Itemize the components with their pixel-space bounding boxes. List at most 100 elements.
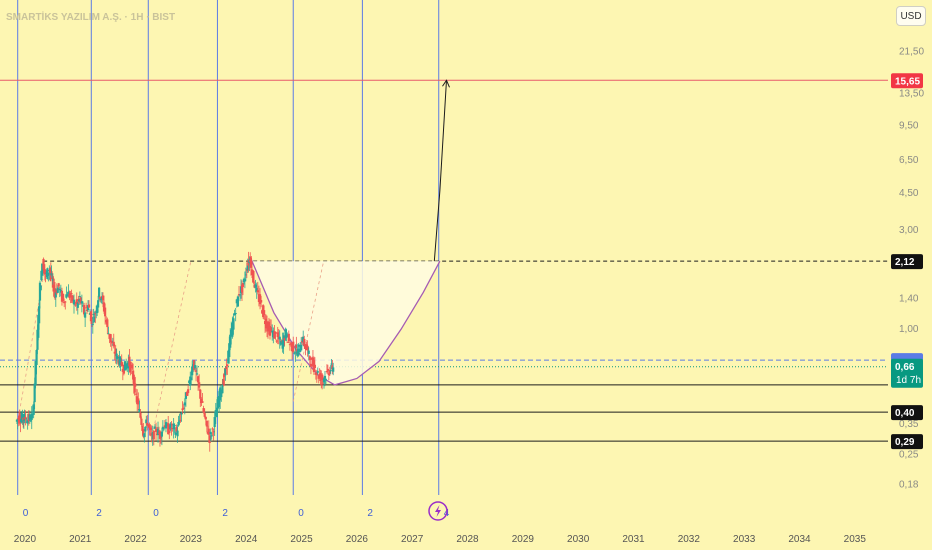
x-tick-label: 2024 bbox=[235, 534, 258, 545]
countdown-label: 1d 7h bbox=[896, 375, 921, 386]
candle-body bbox=[193, 360, 196, 370]
candle-body bbox=[250, 269, 254, 275]
candle-body bbox=[32, 404, 35, 415]
cycle-label: 0 bbox=[298, 508, 304, 519]
candle-body bbox=[183, 402, 186, 406]
x-tick-label: 2023 bbox=[180, 534, 203, 545]
candle-body bbox=[168, 430, 171, 434]
candle-body bbox=[150, 433, 153, 436]
candle-body bbox=[94, 313, 97, 315]
candle-body bbox=[282, 335, 285, 347]
candle-body bbox=[286, 341, 289, 343]
candle-body bbox=[315, 372, 318, 375]
candle-body bbox=[74, 304, 77, 306]
candle-body bbox=[304, 344, 307, 349]
candle-body bbox=[211, 428, 214, 430]
candle-body bbox=[278, 336, 281, 340]
x-axis: 2020 2021 2022 2023 2024 2025 2026 2027 2028 2029… bbox=[14, 534, 867, 545]
candle-body bbox=[79, 297, 82, 304]
candle-body bbox=[309, 363, 313, 367]
candle-body bbox=[29, 420, 32, 422]
candle-body bbox=[80, 301, 83, 304]
candle-body bbox=[200, 398, 203, 404]
candle-body bbox=[25, 421, 28, 423]
candle-body bbox=[81, 305, 85, 307]
candle-body bbox=[49, 270, 52, 275]
candle-body bbox=[228, 343, 231, 358]
x-tick-label: 2030 bbox=[567, 534, 590, 545]
candle-body bbox=[28, 414, 31, 420]
candle-body bbox=[271, 331, 274, 333]
y-tick-label: 3,00 bbox=[899, 225, 919, 236]
candle-body bbox=[40, 270, 43, 281]
currency-button[interactable]: USD bbox=[896, 6, 926, 26]
arrow-head bbox=[442, 79, 450, 88]
candle-body bbox=[212, 431, 215, 433]
lightning-icon[interactable] bbox=[428, 501, 448, 521]
candle-body bbox=[151, 431, 154, 440]
candle-body bbox=[268, 326, 272, 336]
candle-body bbox=[63, 302, 66, 304]
candle-body bbox=[175, 427, 178, 432]
candle-body bbox=[291, 342, 294, 352]
candle-body bbox=[222, 379, 225, 385]
price-label-box bbox=[891, 358, 923, 388]
candle-body bbox=[193, 365, 197, 369]
candle-body bbox=[26, 419, 29, 424]
candle-body bbox=[144, 426, 147, 432]
price-label-box bbox=[891, 73, 923, 89]
candle-body bbox=[276, 332, 279, 338]
candle-body bbox=[244, 274, 247, 276]
candle-body bbox=[274, 331, 277, 334]
x-tick-label: 2029 bbox=[512, 534, 535, 545]
candle-body bbox=[108, 333, 111, 339]
candle-body bbox=[233, 313, 236, 316]
candle-body bbox=[215, 407, 218, 418]
cycle-label: 2 bbox=[222, 508, 228, 519]
candle-body bbox=[236, 296, 240, 307]
price-label-box bbox=[891, 254, 923, 270]
candle-body bbox=[82, 305, 86, 315]
candle-body bbox=[161, 426, 164, 430]
candle-body bbox=[307, 350, 310, 354]
candle-body bbox=[43, 264, 46, 274]
candle-body bbox=[149, 427, 152, 431]
candle-body bbox=[136, 396, 139, 405]
candle-body bbox=[106, 319, 109, 328]
candle-body bbox=[135, 393, 138, 395]
y-tick-label: 1,40 bbox=[899, 294, 919, 305]
candle-body bbox=[51, 278, 54, 280]
candle-body bbox=[257, 294, 261, 303]
candle-body bbox=[210, 435, 213, 437]
candle-body bbox=[169, 423, 172, 430]
candle-body bbox=[86, 305, 90, 311]
candle-body bbox=[209, 431, 212, 435]
candle-body bbox=[98, 287, 101, 298]
candle-body bbox=[223, 374, 226, 378]
candle-body bbox=[234, 313, 237, 315]
candle-body bbox=[122, 364, 126, 374]
candle-body bbox=[138, 409, 141, 413]
candle-body bbox=[263, 310, 266, 316]
candle-body bbox=[252, 270, 255, 283]
candle-body bbox=[162, 428, 165, 430]
candle-body bbox=[202, 408, 205, 413]
candle-body bbox=[64, 301, 67, 303]
candle-body bbox=[179, 419, 182, 421]
candle-body bbox=[285, 332, 288, 338]
candle-body bbox=[121, 368, 124, 372]
candle-body bbox=[50, 273, 53, 276]
candle-body bbox=[220, 390, 223, 398]
candle-body bbox=[78, 299, 81, 302]
x-tick-label: 2020 bbox=[14, 534, 37, 545]
candle-body bbox=[214, 409, 217, 417]
candle-body bbox=[51, 278, 55, 281]
candle-body bbox=[325, 371, 329, 373]
candle-body bbox=[326, 368, 329, 371]
candle-body bbox=[101, 295, 105, 301]
candle-body bbox=[191, 366, 194, 376]
y-tick-label: 21,50 bbox=[899, 47, 924, 58]
candle-body bbox=[328, 370, 331, 374]
price-labels: 15,65 2,12 0,66 1d 7h 0,40 0,29 bbox=[891, 73, 923, 450]
